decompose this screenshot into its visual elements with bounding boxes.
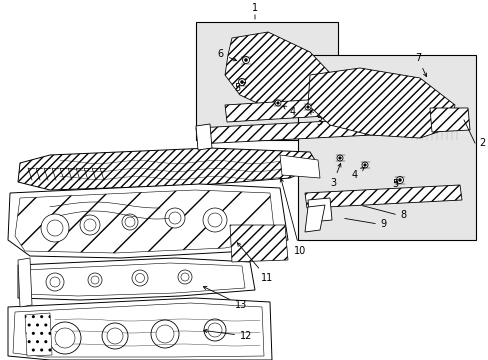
Circle shape xyxy=(50,277,60,287)
Circle shape xyxy=(47,220,63,236)
Text: 12: 12 xyxy=(203,329,252,341)
Circle shape xyxy=(107,328,123,344)
Circle shape xyxy=(125,217,135,227)
Polygon shape xyxy=(13,303,264,357)
Circle shape xyxy=(164,208,184,228)
Polygon shape xyxy=(229,225,287,262)
Circle shape xyxy=(276,102,279,104)
Polygon shape xyxy=(224,98,341,122)
Polygon shape xyxy=(280,155,319,178)
Circle shape xyxy=(178,270,192,284)
Polygon shape xyxy=(305,185,461,208)
Text: 13: 13 xyxy=(203,287,247,310)
Text: 4: 4 xyxy=(351,167,364,180)
Polygon shape xyxy=(196,118,391,144)
Circle shape xyxy=(207,323,222,337)
Circle shape xyxy=(398,179,401,181)
Circle shape xyxy=(336,155,342,161)
Circle shape xyxy=(274,100,281,106)
Polygon shape xyxy=(196,124,212,150)
Text: 6: 6 xyxy=(218,49,236,61)
Text: 1: 1 xyxy=(251,3,258,13)
Circle shape xyxy=(156,325,174,343)
Circle shape xyxy=(238,78,245,85)
Text: 3: 3 xyxy=(310,111,322,127)
Polygon shape xyxy=(23,263,244,296)
Circle shape xyxy=(132,270,148,286)
Circle shape xyxy=(46,273,64,291)
Polygon shape xyxy=(8,298,271,360)
Circle shape xyxy=(242,57,249,63)
Circle shape xyxy=(49,322,81,354)
Polygon shape xyxy=(18,148,317,190)
Text: 10: 10 xyxy=(280,179,305,256)
Text: 2: 2 xyxy=(478,138,484,148)
Text: 4: 4 xyxy=(283,106,295,117)
Circle shape xyxy=(363,164,366,166)
Circle shape xyxy=(240,80,243,84)
Circle shape xyxy=(203,208,226,232)
Circle shape xyxy=(396,176,403,184)
Circle shape xyxy=(91,276,99,284)
Circle shape xyxy=(203,319,225,341)
Text: 7: 7 xyxy=(414,53,426,77)
Polygon shape xyxy=(305,205,325,232)
Circle shape xyxy=(122,214,138,230)
Circle shape xyxy=(361,162,367,168)
Circle shape xyxy=(338,157,341,159)
Text: 3: 3 xyxy=(329,163,340,188)
Bar xyxy=(297,55,475,240)
Circle shape xyxy=(84,219,96,231)
Circle shape xyxy=(80,215,100,235)
Text: 5: 5 xyxy=(391,179,397,189)
Polygon shape xyxy=(429,108,469,132)
Text: 9: 9 xyxy=(379,219,386,229)
Circle shape xyxy=(169,212,181,224)
Polygon shape xyxy=(15,190,274,253)
Polygon shape xyxy=(25,313,52,356)
Circle shape xyxy=(55,328,75,348)
Bar xyxy=(196,22,337,140)
Text: 5: 5 xyxy=(233,82,245,93)
Circle shape xyxy=(305,104,310,110)
Circle shape xyxy=(306,105,309,108)
Polygon shape xyxy=(18,258,32,307)
Circle shape xyxy=(102,323,128,349)
Circle shape xyxy=(135,274,144,283)
Circle shape xyxy=(88,273,102,287)
Circle shape xyxy=(207,213,222,227)
Polygon shape xyxy=(307,198,331,222)
Text: 8: 8 xyxy=(399,210,406,220)
Polygon shape xyxy=(18,258,254,300)
Circle shape xyxy=(151,320,179,348)
Circle shape xyxy=(181,273,189,281)
Circle shape xyxy=(41,214,69,242)
Polygon shape xyxy=(8,184,287,258)
Circle shape xyxy=(244,58,247,62)
Polygon shape xyxy=(307,68,454,138)
Polygon shape xyxy=(224,32,331,112)
Text: 11: 11 xyxy=(237,243,273,283)
